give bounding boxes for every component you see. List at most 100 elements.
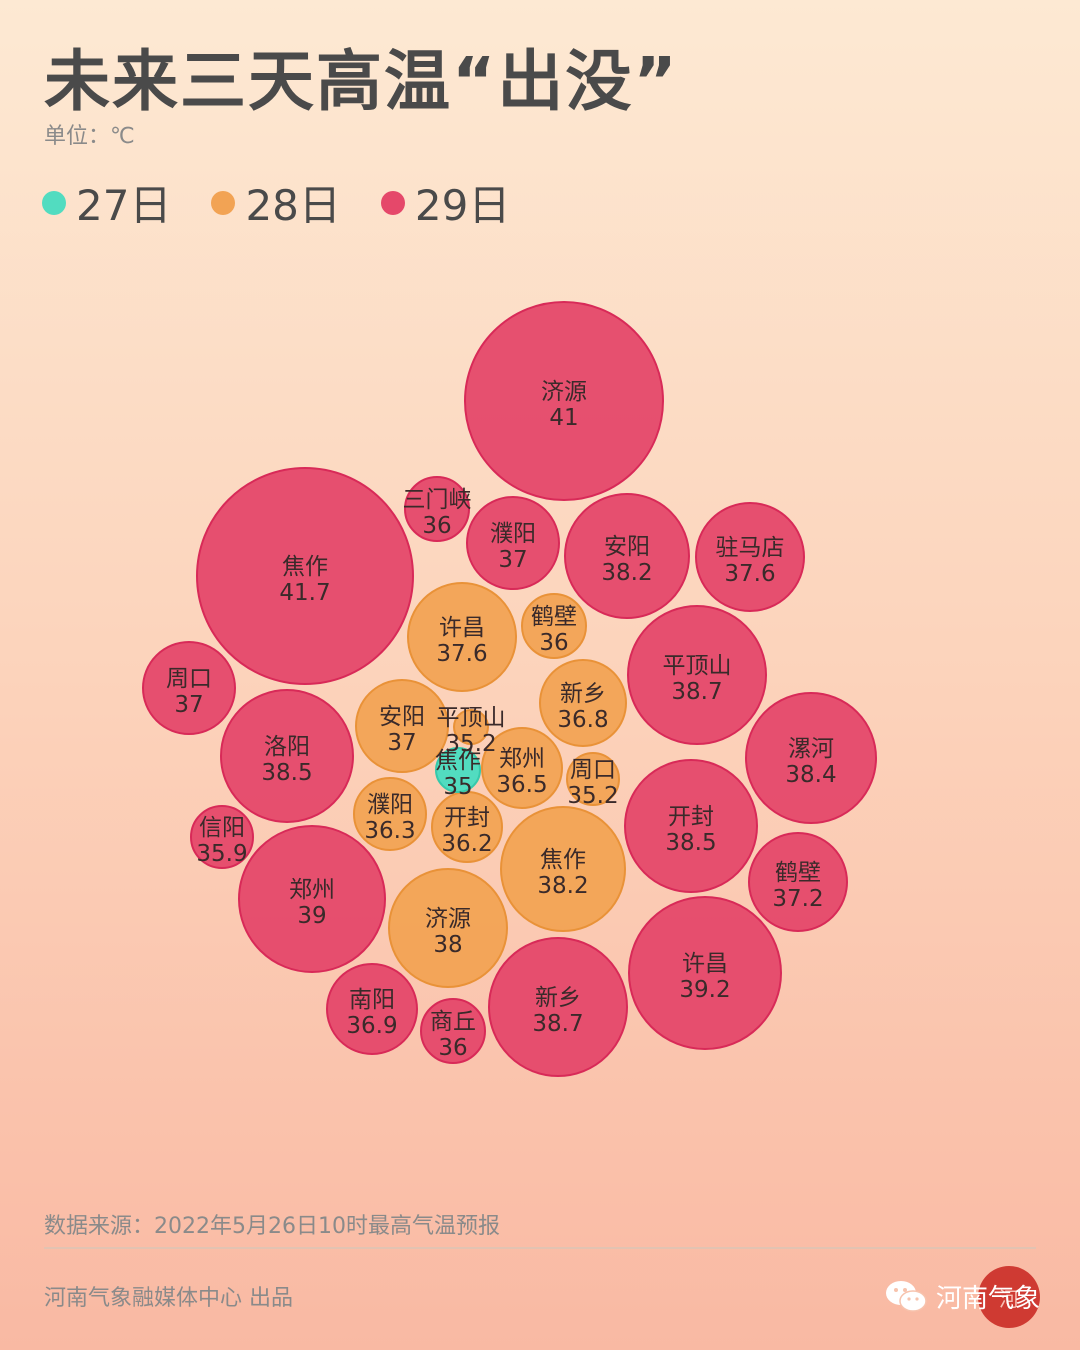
- bubble-value-label: 38.2: [601, 560, 652, 586]
- bubble-29日-新乡: [488, 937, 628, 1077]
- bubble-value-label: 37.6: [724, 561, 775, 587]
- bubble-city-label: 周口: [570, 757, 616, 783]
- bubble-city-label: 许昌: [439, 615, 485, 641]
- legend-label-27: 27日: [76, 181, 172, 230]
- bubble-value-label: 39.2: [679, 977, 730, 1003]
- bubble-28日-焦作: [500, 806, 626, 932]
- bubble-value-label: 38.7: [671, 679, 722, 705]
- bubble-value-label: 36.2: [441, 831, 492, 857]
- bubble-value-label: 36.5: [496, 772, 547, 798]
- bubble-value-label: 35.2: [567, 783, 618, 809]
- legend-item-27: 27日: [42, 172, 171, 233]
- bubble-value-label: 36.9: [346, 1013, 397, 1039]
- bubble-28日-鹤壁: [521, 593, 587, 659]
- bubble-27日-焦作: [435, 747, 481, 793]
- bubble-29日-安阳: [564, 493, 690, 619]
- bubble-value-label: 36: [422, 513, 451, 539]
- bubble-value-label: 35: [443, 774, 472, 800]
- bubble-city-label: 南阳: [349, 987, 395, 1013]
- bubble-value-label: 37.6: [436, 641, 487, 667]
- bubble-city-label: 驻马店: [716, 535, 785, 561]
- legend-item-28: 28日: [211, 172, 341, 233]
- bubble-28日-濮阳: [353, 777, 427, 851]
- bubble-value-label: 36.3: [364, 818, 415, 844]
- bubble-city-label: 郑州: [289, 877, 335, 903]
- bubble-city-label: 济源: [541, 379, 587, 405]
- bubble-city-label: 鹤壁: [531, 604, 577, 630]
- bubble-29日-平顶山: [627, 605, 767, 745]
- bubble-city-label: 安阳: [379, 704, 425, 730]
- bubble-city-label: 漯河: [788, 736, 834, 762]
- bubble-city-label: 濮阳: [490, 521, 536, 547]
- bubble-value-label: 38.4: [785, 762, 836, 788]
- bubble-city-label: 三门峡: [403, 487, 472, 513]
- bubble-28日-新乡: [539, 659, 627, 747]
- bubble-29日-驻马店: [695, 502, 805, 612]
- seal-logo: 河: [978, 1266, 1040, 1328]
- bubble-city-label: 焦作: [282, 554, 328, 580]
- bubble-value-label: 37.2: [772, 886, 823, 912]
- bubble-city-label: 周口: [166, 666, 212, 692]
- bubble-city-label: 焦作: [540, 847, 586, 873]
- legend-dot-28: [211, 190, 236, 215]
- bubble-city-label: 开封: [444, 805, 490, 831]
- bubble-city-label: 洛阳: [264, 734, 310, 760]
- bubble-value-label: 37: [174, 692, 203, 718]
- bubble-value-label: 38.2: [537, 873, 588, 899]
- bubble-28日-周口: [566, 752, 620, 806]
- legend-label-29: 29日: [414, 181, 511, 230]
- bubble-28日-安阳: [355, 679, 449, 773]
- bubble-city-label: 信阳: [199, 815, 245, 841]
- data-source: 数据来源：2022年5月26日10时最高气温预报: [44, 1214, 500, 1239]
- bubble-city-label: 商丘: [430, 1009, 476, 1035]
- producer-credit: 河南气象融媒体中心 出品: [44, 1286, 293, 1311]
- brand-name: 河南气象: [936, 1284, 1041, 1314]
- bubble-value-label: 35.2: [445, 731, 496, 757]
- wechat-icon: [886, 1280, 927, 1312]
- bubble-value-label: 38.5: [261, 760, 312, 786]
- bubble-city-label: 平顶山: [663, 653, 732, 679]
- bubble-value-label: 36: [539, 630, 568, 656]
- bubble-29日-漯河: [745, 692, 877, 824]
- bubble-city-label: 濮阳: [367, 792, 413, 818]
- bubble-29日-郑州: [238, 825, 386, 973]
- bubble-city-label: 济源: [425, 906, 471, 932]
- unit-label: 单位：℃: [44, 124, 135, 149]
- bubble-28日-济源: [388, 868, 508, 988]
- bubble-28日-开封: [431, 791, 503, 863]
- bubble-29日-濮阳: [466, 496, 560, 590]
- bubble-29日-许昌: [628, 896, 782, 1050]
- bubble-value-label: 37: [387, 730, 416, 756]
- bubble-29日-南阳: [326, 963, 418, 1055]
- bubble-city-label: 鹤壁: [775, 860, 821, 886]
- legend: 27日 28日 29日: [42, 172, 550, 233]
- bubble-city-label: 新乡: [535, 985, 581, 1011]
- bubble-value-label: 38: [433, 932, 462, 958]
- legend-item-29: 29日: [380, 172, 511, 233]
- bubble-value-label: 36.8: [557, 707, 608, 733]
- brand: 河南气象: [884, 1278, 1040, 1315]
- footer-divider: [44, 1247, 1036, 1249]
- bubble-29日-开封: [624, 759, 758, 893]
- bubble-28日-郑州: [481, 727, 563, 809]
- bubble-city-label: 焦作: [435, 748, 481, 774]
- bubble-29日-信阳: [190, 805, 254, 869]
- bubble-29日-焦作: [196, 467, 414, 685]
- bubble-29日-鹤壁: [748, 832, 848, 932]
- bubble-value-label: 41: [549, 405, 578, 431]
- legend-label-28: 28日: [245, 181, 341, 230]
- bubble-29日-济源: [464, 301, 664, 501]
- bubble-value-label: 39: [297, 903, 326, 929]
- bubble-29日-商丘: [420, 998, 486, 1064]
- bubble-city-label: 新乡: [560, 681, 606, 707]
- bubble-city-label: 郑州: [499, 746, 545, 772]
- bubble-value-label: 36: [438, 1035, 467, 1061]
- bubble-28日-平顶山: [453, 709, 489, 745]
- legend-dot-27: [42, 190, 66, 215]
- bubble-value-label: 35.9: [196, 841, 247, 867]
- bubble-city-label: 平顶山: [437, 705, 506, 731]
- bubble-city-label: 开封: [668, 804, 714, 830]
- bubble-value-label: 38.7: [532, 1011, 583, 1037]
- bubble-value-label: 38.5: [665, 830, 716, 856]
- bubble-value-label: 41.7: [279, 580, 330, 606]
